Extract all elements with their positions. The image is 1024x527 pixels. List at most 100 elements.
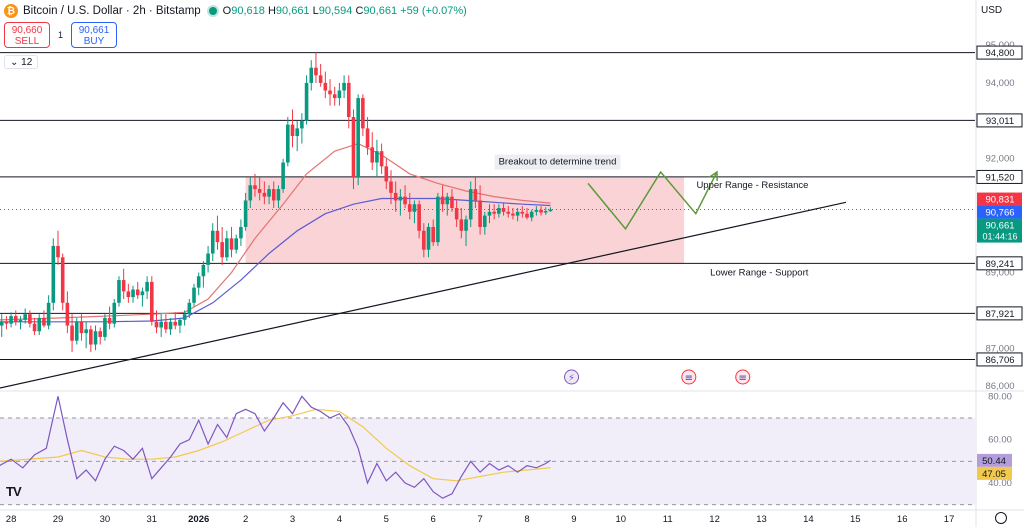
chart-annotation: Lower Range - Support bbox=[710, 267, 809, 278]
low-value: 90,594 bbox=[318, 5, 353, 17]
ohlc-readout: O90,618 H90,661 L90,594 C90,661 +59 (+0.… bbox=[223, 5, 467, 17]
level-price-tag bbox=[976, 113, 1023, 128]
candle-body bbox=[18, 319, 23, 322]
level-price-tag bbox=[976, 352, 1023, 367]
candle-body bbox=[398, 196, 403, 201]
us-flag-event-icon bbox=[735, 369, 751, 385]
level-price-label: 89,241 bbox=[985, 259, 1014, 270]
candle-body bbox=[60, 257, 65, 303]
candle-body bbox=[196, 276, 201, 288]
candle-body bbox=[440, 196, 445, 205]
chart-annotation: Upper Range - Resistance bbox=[696, 180, 808, 191]
candle-body bbox=[337, 90, 342, 99]
candle-body bbox=[511, 213, 515, 216]
close-label: C bbox=[355, 5, 364, 17]
open-label: O bbox=[222, 5, 232, 17]
annotation-background bbox=[494, 154, 621, 170]
buy-button[interactable]: 90,661 BUY bbox=[71, 22, 118, 48]
candle-body bbox=[290, 124, 295, 136]
market-open-status-icon bbox=[208, 7, 217, 15]
candle-body bbox=[393, 192, 398, 201]
candle-body bbox=[412, 204, 417, 212]
candle-body bbox=[300, 120, 304, 129]
candle-body bbox=[145, 281, 149, 292]
rsi-value-tag bbox=[977, 453, 1012, 467]
candle-body bbox=[70, 325, 74, 341]
candle-body bbox=[74, 321, 79, 341]
projection-path bbox=[587, 170, 718, 231]
candle-body bbox=[286, 124, 290, 163]
price-axis-tick: 89,000 bbox=[985, 267, 1014, 278]
settings-icon[interactable] bbox=[995, 512, 1007, 524]
candle-body bbox=[450, 196, 454, 209]
candle-body bbox=[497, 208, 501, 214]
projection-arrowhead bbox=[709, 170, 718, 182]
time-axis-tick: 29 bbox=[53, 514, 64, 525]
candle-body bbox=[379, 151, 384, 167]
candle-body bbox=[539, 209, 543, 213]
candle-body bbox=[262, 192, 267, 197]
candle-body bbox=[422, 230, 426, 250]
candle-body bbox=[534, 209, 539, 212]
candle-body bbox=[543, 211, 548, 213]
time-axis-tick: 8 bbox=[524, 514, 529, 525]
indicators-toggle[interactable]: ⌄ 12 bbox=[4, 55, 39, 69]
candle-body bbox=[314, 67, 318, 76]
candle-body bbox=[89, 329, 93, 345]
candle-body bbox=[0, 321, 4, 326]
lightning-event-icon: ⚡ bbox=[568, 373, 575, 384]
time-axis-tick: 6 bbox=[431, 514, 436, 525]
candle-body bbox=[28, 314, 32, 324]
candle-body bbox=[506, 211, 511, 214]
candle-body bbox=[243, 200, 248, 227]
price-tag bbox=[977, 218, 1022, 243]
time-axis-tick: 5 bbox=[384, 514, 389, 525]
candle-body bbox=[84, 329, 88, 334]
rsi-axis-tick: 60.00 bbox=[988, 435, 1012, 446]
time-axis-tick: 31 bbox=[147, 514, 158, 525]
price-tag-label: 90,661 bbox=[985, 221, 1014, 232]
sell-button[interactable]: 90,660 SELL bbox=[4, 22, 50, 48]
open-value: 90,618 bbox=[231, 5, 265, 17]
candle-body bbox=[192, 287, 196, 303]
candle-body bbox=[309, 67, 314, 83]
buy-label: BUY bbox=[83, 36, 105, 47]
time-axis-tick: 7 bbox=[477, 514, 482, 525]
candle-body bbox=[267, 189, 271, 197]
candle-body bbox=[248, 185, 253, 201]
price-tag bbox=[977, 205, 1022, 219]
time-axis-tick: 13 bbox=[756, 514, 767, 525]
price-axis-tick: 86,000 bbox=[985, 381, 1014, 392]
candle-body bbox=[42, 317, 46, 326]
candle-body bbox=[51, 245, 56, 303]
candle-body bbox=[370, 147, 375, 163]
candle-body bbox=[173, 321, 178, 326]
candle-body bbox=[304, 82, 309, 121]
candle-body bbox=[468, 189, 473, 220]
candle-body bbox=[13, 316, 18, 322]
sell-label: SELL bbox=[14, 36, 40, 47]
candle-body bbox=[187, 302, 192, 315]
candle-body bbox=[46, 302, 51, 326]
candle-body bbox=[436, 196, 440, 243]
level-price-label: 87,921 bbox=[985, 309, 1014, 320]
candle-body bbox=[323, 82, 328, 91]
time-axis-tick: 17 bbox=[944, 514, 955, 525]
candle-body bbox=[318, 75, 323, 83]
us-flag-event-icon: ≡ bbox=[739, 373, 747, 384]
rsi-value-label: 50.44 bbox=[982, 456, 1006, 467]
currency-selector[interactable]: USD bbox=[981, 5, 1003, 16]
level-price-tag bbox=[976, 306, 1023, 321]
level-price-tag bbox=[976, 45, 1023, 60]
level-price-label: 93,011 bbox=[986, 116, 1014, 127]
symbol-title[interactable]: Bitcoin / U.S. Dollar · 2h · Bitstamp bbox=[23, 5, 201, 17]
candle-body bbox=[32, 323, 37, 332]
price-tag-label: 90,766 bbox=[985, 208, 1014, 219]
candle-body bbox=[23, 314, 27, 320]
indicators-count: 12 bbox=[21, 57, 33, 68]
lightning-event-icon bbox=[564, 369, 580, 385]
candle-body bbox=[210, 230, 215, 254]
candle-body bbox=[351, 117, 356, 178]
candle-body bbox=[417, 204, 421, 231]
